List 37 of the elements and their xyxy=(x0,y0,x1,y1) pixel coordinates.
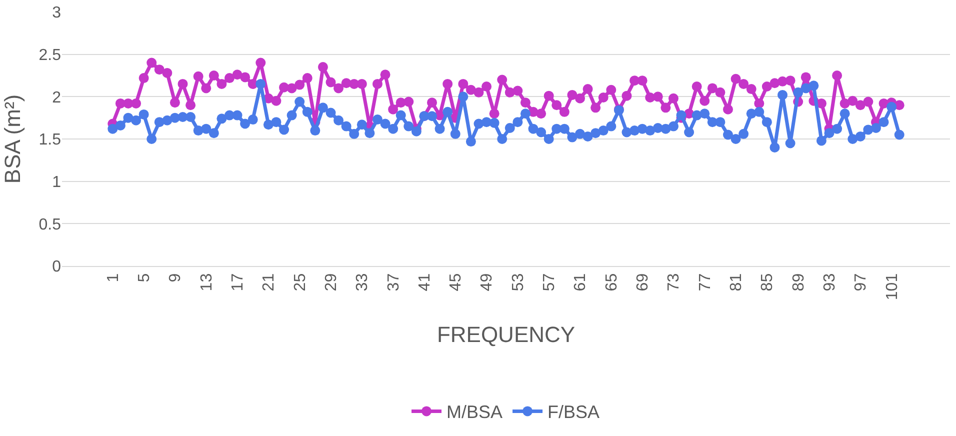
x-tick-label: 25 xyxy=(292,273,309,292)
x-tick-label: 41 xyxy=(416,273,434,292)
x-tick-label: 93 xyxy=(821,273,838,292)
x-axis-title: FREQUENCY xyxy=(436,322,576,347)
x-tick-label: 13 xyxy=(198,273,216,292)
x-tick-label: 49 xyxy=(478,273,496,292)
y-tick-label: 0 xyxy=(52,258,62,276)
x-tick-label: 37 xyxy=(385,273,402,292)
x-tick-label: 61 xyxy=(572,273,590,292)
legend-label: F/BSA xyxy=(548,402,600,422)
x-tick-label: 57 xyxy=(541,273,558,292)
x-tick-label: 65 xyxy=(603,273,620,292)
x-tick-label: 53 xyxy=(510,273,527,292)
x-tick-label: 97 xyxy=(852,273,870,292)
y-tick-label: 2 xyxy=(52,89,62,106)
y-axis-title: BSA (m²) xyxy=(0,94,25,184)
x-tick-label: 21 xyxy=(260,273,278,292)
x-tick-label: 45 xyxy=(448,273,465,292)
x-tick-label: 69 xyxy=(634,273,652,292)
y-tick-label: 1.5 xyxy=(38,132,62,149)
x-tick-label: 85 xyxy=(759,273,776,292)
x-tick-label: 77 xyxy=(696,273,714,292)
x-tick-label: 89 xyxy=(790,273,808,292)
x-tick-label: 17 xyxy=(229,273,246,292)
y-tick-label: 0.5 xyxy=(38,216,62,234)
y-tick-label: 1 xyxy=(52,174,62,191)
x-tick-label: 81 xyxy=(728,273,745,292)
x-tick-label: 101 xyxy=(884,273,901,300)
x-tick-label: 9 xyxy=(167,273,184,282)
x-tick-label: 33 xyxy=(354,273,372,292)
x-tick-label: 1 xyxy=(104,273,122,282)
x-tick-label: 5 xyxy=(136,273,154,282)
x-tick-label: 29 xyxy=(322,273,340,292)
y-tick-label: 2.5 xyxy=(38,46,62,64)
x-tick-label: 73 xyxy=(666,273,683,292)
legend-label: M/BSA xyxy=(446,402,503,422)
y-tick-label: 3 xyxy=(52,4,62,22)
